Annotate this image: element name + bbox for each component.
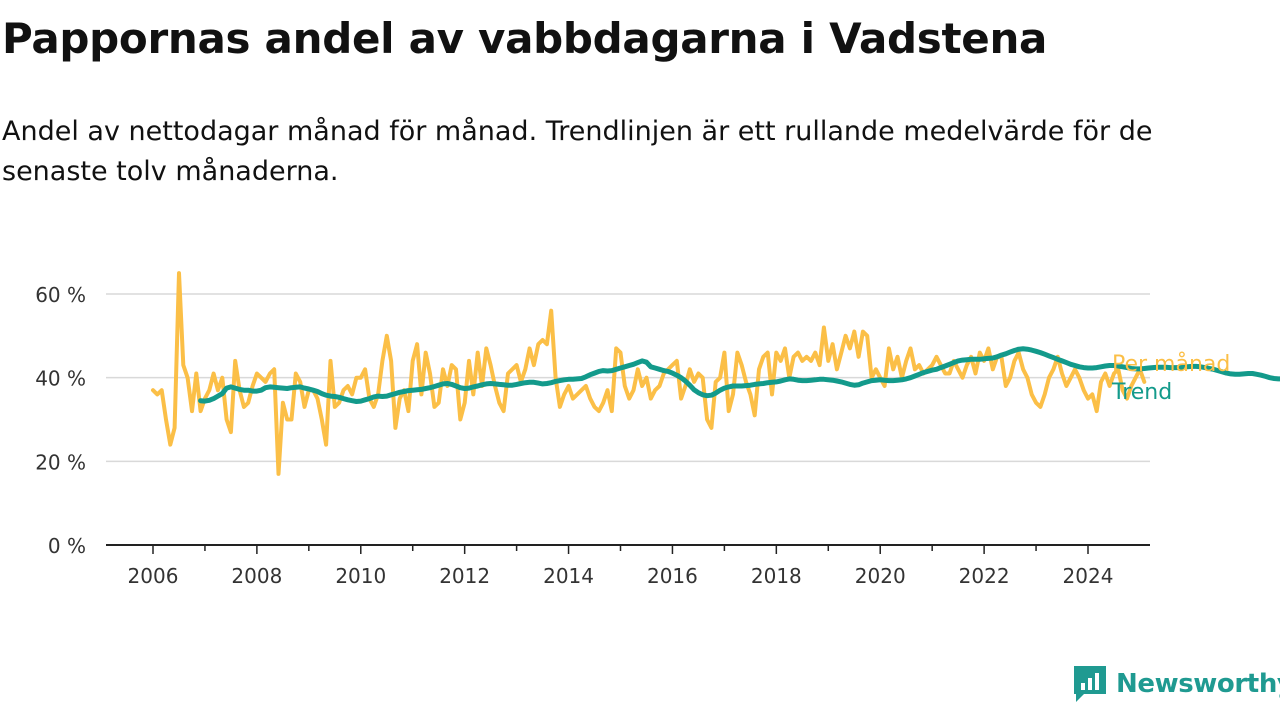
chart-subtitle: Andel av nettodagar månad för månad. Tre… [2, 116, 1153, 187]
legend-per-manad: Per månad [1112, 351, 1230, 377]
x-tick-label: 2024 [1063, 564, 1114, 588]
y-tick-label: 60 % [35, 283, 86, 307]
newsworthy-logo-icon [1074, 666, 1106, 702]
brand-name: Newsworthy [1116, 669, 1280, 699]
y-tick-label: 0 % [48, 534, 86, 558]
y-tick-label: 40 % [35, 367, 86, 391]
y-axis-labels: 0 % 20 % 40 % 60 % [35, 283, 86, 558]
newsworthy-brand[interactable]: Newsworthy [1072, 664, 1280, 704]
x-tick-label: 2008 [231, 564, 282, 588]
legend-trend: Trend [1111, 380, 1172, 405]
series-per-manad-line [151, 271, 1147, 476]
series-lines [151, 271, 1280, 476]
x-axis-labels: 2006 2008 2010 2012 2014 2016 2018 2020 2022 2024 [128, 564, 1114, 588]
x-tick-label: 2010 [335, 564, 386, 588]
x-axis [106, 544, 1150, 554]
x-tick-label: 2016 [647, 564, 698, 588]
x-tick-label: 2006 [128, 564, 179, 588]
x-tick-label: 2018 [751, 564, 802, 588]
legend: Per månad Trend [1111, 351, 1230, 405]
y-tick-label: 20 % [35, 450, 86, 474]
x-tick-label: 2014 [543, 564, 594, 588]
x-tick-label: 2020 [855, 564, 906, 588]
x-tick-label: 2022 [959, 564, 1010, 588]
x-tick-label: 2012 [439, 564, 490, 588]
series-trend-line [198, 346, 1280, 404]
chart-title: Pappornas andel av vabbdagarna i Vadsten… [2, 14, 1048, 63]
